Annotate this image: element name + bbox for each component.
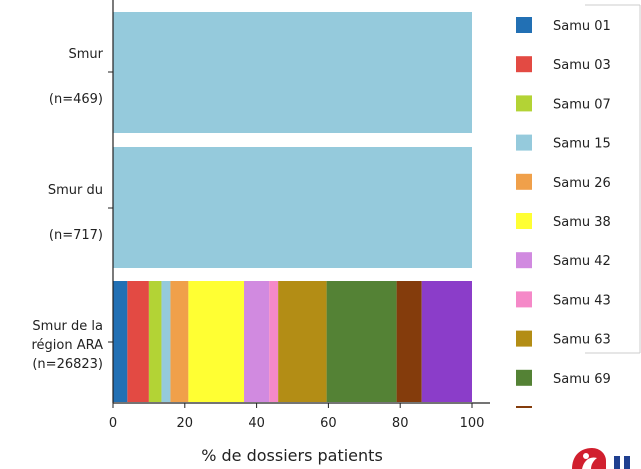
legend-swatch — [516, 291, 532, 308]
x-tick-label: 40 — [248, 416, 265, 431]
bar-segment — [161, 281, 171, 402]
category-label: Smur de la — [32, 319, 103, 334]
legend-label: Samu 03 — [553, 58, 611, 73]
category-label: (n=717) — [49, 228, 103, 243]
category-label: région ARA — [31, 338, 103, 353]
legend-label: Samu 63 — [553, 333, 611, 348]
x-tick-label: 100 — [460, 416, 485, 431]
axes-group — [112, 0, 490, 404]
bar-segment — [113, 147, 472, 268]
bar-segment — [170, 281, 189, 402]
legend-swatch — [516, 213, 532, 229]
legend-swatch — [516, 369, 532, 386]
legend: Samu 01 Samu 03 Samu 07 Samu 15 Samu 26 Samu … — [516, 4, 641, 408]
bar-segment — [421, 281, 472, 402]
legend-frame — [585, 4, 641, 354]
legend-label: Samu 38 — [553, 215, 611, 230]
legend-label: Samu 69 — [553, 372, 611, 387]
bar-segment — [269, 281, 279, 402]
bar-segment — [188, 281, 245, 402]
category-label: Smur du — [48, 183, 103, 198]
legend-swatch — [516, 173, 532, 190]
legend-label: Samu 01 — [553, 19, 611, 34]
category-labels-group: Smur (n=469) Smur du (n=717) Smur de la régio… — [31, 47, 113, 372]
legend-label: Samu 43 — [553, 293, 611, 308]
bar-segment — [326, 281, 397, 402]
organization-logo — [566, 446, 641, 469]
legend-label: Samu 26 — [553, 176, 611, 191]
x-tick-label: 0 — [109, 416, 117, 431]
x-axis-title: % de dossiers patients — [201, 446, 383, 465]
category-label: Smur — [69, 47, 104, 62]
legend-swatch — [516, 330, 532, 347]
x-tick-label: 60 — [320, 416, 337, 431]
legend-swatch — [516, 134, 532, 151]
legend-label: Samu 07 — [553, 97, 611, 112]
x-tick-label: 20 — [177, 416, 194, 431]
bar-segment — [127, 281, 149, 402]
bar-segment — [278, 281, 327, 402]
bar-segment — [148, 281, 162, 402]
category-label: (n=469) — [49, 92, 103, 107]
legend-label: Samu 42 — [553, 254, 611, 269]
legend-swatch — [516, 95, 532, 112]
legend-swatch — [516, 17, 532, 33]
legend-swatch — [516, 252, 532, 269]
bars-group — [113, 12, 472, 402]
bar-segment — [396, 281, 422, 402]
category-label: (n=26823) — [32, 357, 103, 372]
bar-segment — [244, 281, 270, 402]
legend-swatch-cut — [516, 406, 532, 408]
bar-segment — [113, 12, 472, 133]
bar-segment — [113, 281, 128, 402]
x-ticks-group: 0 20 40 60 80 100 — [109, 403, 485, 431]
legend-label: Samu 15 — [553, 137, 611, 152]
legend-swatch — [516, 56, 532, 73]
x-tick-label: 80 — [392, 416, 409, 431]
